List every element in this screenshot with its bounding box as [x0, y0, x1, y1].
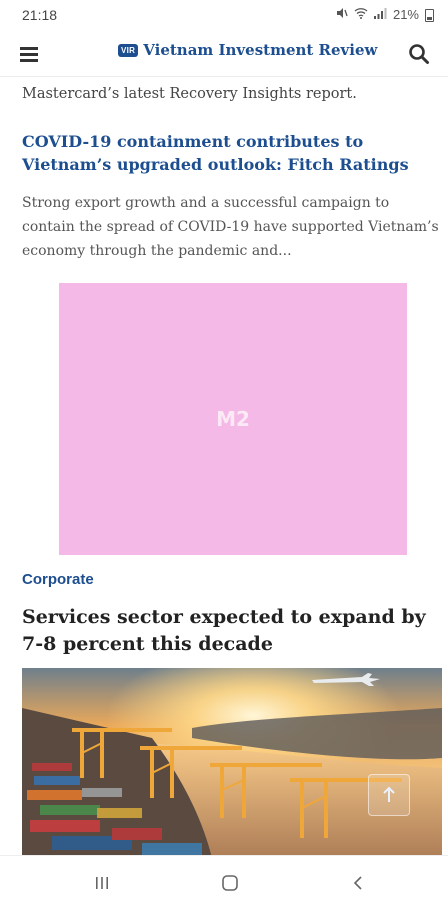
search-icon[interactable]: [408, 43, 430, 65]
status-bar: 21:18 21%: [0, 0, 448, 32]
system-nav-bar: [0, 855, 448, 909]
recent-apps-icon[interactable]: [82, 868, 122, 898]
status-time: 21:18: [22, 7, 58, 23]
app-header: VIR Vietnam Investment Review: [0, 32, 448, 77]
battery-percent: 21%: [392, 7, 419, 22]
battery-icon: [425, 9, 434, 22]
site-logo[interactable]: VIR Vietnam Investment Review: [118, 41, 377, 59]
article-excerpt: Strong export growth and a successful ca…: [22, 195, 439, 259]
ad-placeholder[interactable]: M2: [59, 283, 407, 555]
previous-article-snippet: Mastercard’s latest Recovery Insights re…: [22, 86, 357, 102]
article-title-link[interactable]: COVID-19 containment contributes to Viet…: [22, 132, 409, 174]
status-icons: 21%: [336, 7, 434, 22]
wifi-icon: [354, 7, 368, 22]
headline-link[interactable]: Services sector expected to expand by 7-…: [22, 606, 426, 655]
arrow-up-icon[interactable]: [368, 774, 410, 816]
ad-label: M2: [216, 407, 250, 431]
back-icon[interactable]: [338, 868, 378, 898]
port-cranes-image[interactable]: [22, 668, 442, 855]
article-feed[interactable]: Mastercard’s latest Recovery Insights re…: [0, 77, 448, 855]
logo-text: Vietnam Investment Review: [143, 41, 378, 59]
mute-icon: [336, 7, 348, 22]
home-icon[interactable]: [210, 868, 250, 898]
category-link[interactable]: Corporate: [22, 571, 94, 588]
signal-icon: [373, 7, 387, 22]
hamburger-icon[interactable]: [20, 47, 38, 62]
logo-badge: VIR: [118, 43, 139, 57]
